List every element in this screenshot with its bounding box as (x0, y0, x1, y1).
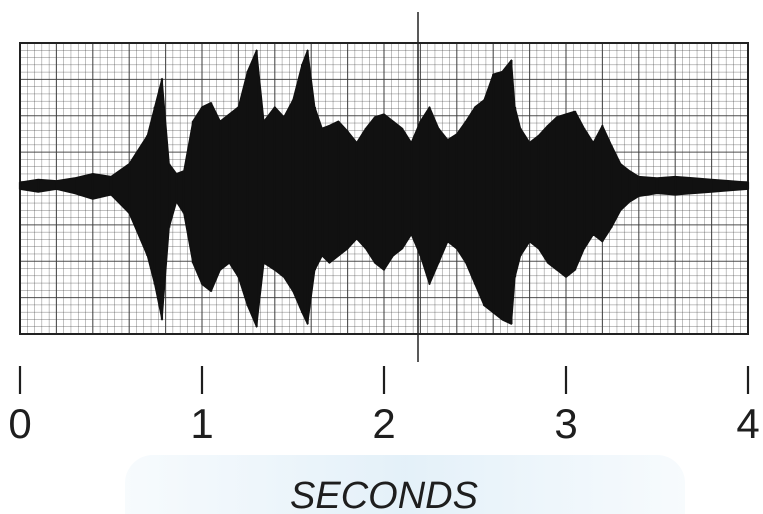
x-axis-ticks (18, 366, 750, 394)
x-axis-tick-labels: 0 1 2 3 4 (8, 400, 759, 447)
x-axis-label: SECONDS (290, 475, 478, 514)
x-tick-label: 1 (190, 400, 213, 447)
x-tick-label: 2 (372, 400, 395, 447)
x-tick-label: 4 (736, 400, 759, 447)
x-tick-label: 0 (8, 400, 31, 447)
x-tick-label: 3 (554, 400, 577, 447)
background-watermark (125, 455, 685, 514)
waveform-series (18, 49, 750, 328)
